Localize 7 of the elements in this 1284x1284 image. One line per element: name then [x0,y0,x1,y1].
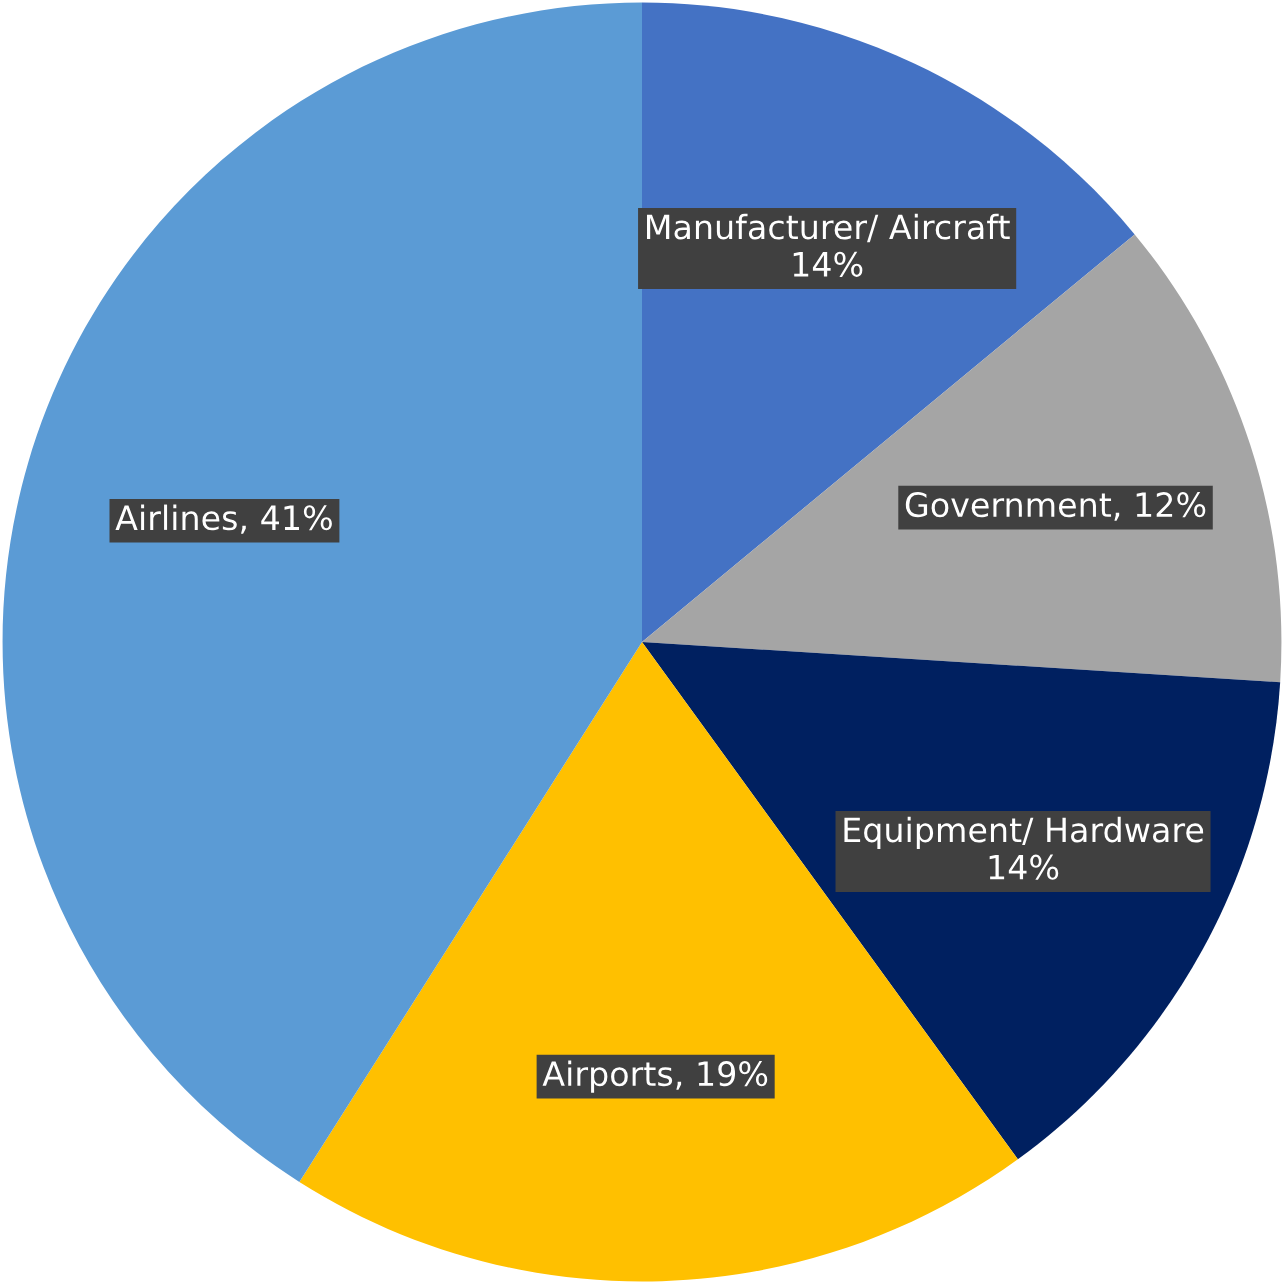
slice-label: Airlines, 41% [115,504,332,534]
data-label: 14% [793,251,863,277]
slice-label: Equipment/ Hardware [844,816,1204,849]
data-label: 14% [989,854,1059,880]
slice-label: Airports, 19% [542,1060,768,1093]
slice-label: Manufacturer/ Aircraft [647,213,1010,243]
slice-label: Government, 12% [905,492,1206,521]
